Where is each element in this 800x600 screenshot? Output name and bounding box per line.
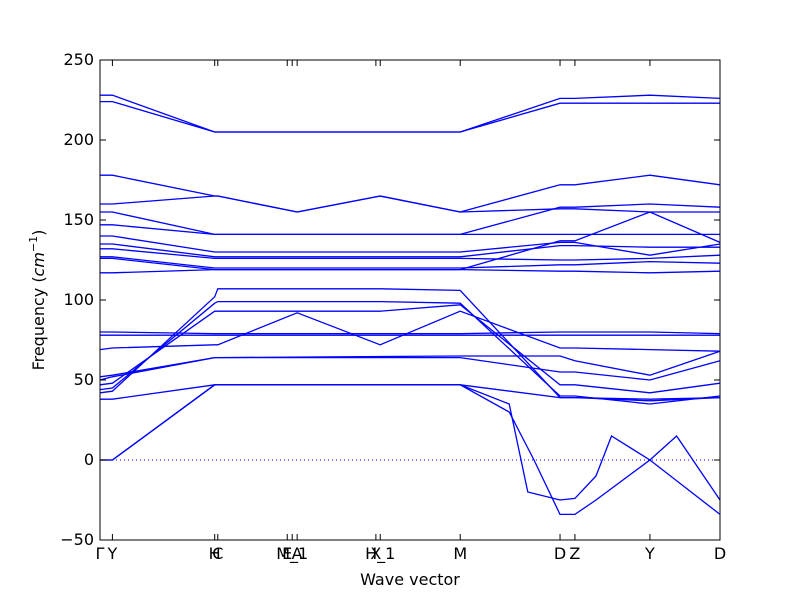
band-line-4	[100, 195, 721, 243]
series-group	[99, 94, 721, 516]
x-tick-label: Z	[569, 544, 580, 563]
x-tick-label: M	[453, 544, 467, 563]
y-tick-label: −50	[60, 530, 94, 549]
y-axis-label-text: Frequency (	[29, 276, 48, 370]
y-axis-label-exp: −1	[27, 236, 40, 252]
x-axis-label: Wave vector	[360, 570, 460, 589]
x-tick-label: H_1	[365, 544, 395, 564]
x-tick-label: A	[292, 544, 303, 563]
band-line-7	[100, 235, 721, 256]
x-tick-label: Y	[644, 544, 655, 563]
y-tick-label: 50	[74, 370, 94, 389]
band-line-18	[99, 304, 721, 394]
y-tick-label: 0	[84, 450, 94, 469]
band-line-2	[100, 100, 720, 133]
y-axis-label-close: )	[29, 230, 48, 236]
y-tick-label: 250	[63, 50, 94, 69]
x-tick-label: X	[370, 544, 381, 563]
band-line-5	[100, 203, 721, 236]
x-tick-label: H	[209, 544, 221, 563]
band-line-6	[100, 224, 720, 236]
band-line-1	[100, 94, 721, 133]
y-tick-label: 200	[63, 130, 94, 149]
band-line-23	[100, 384, 721, 516]
x-tick-label: Y	[107, 544, 118, 563]
band-line-10	[100, 256, 721, 269]
band-line-16	[99, 350, 721, 378]
x-tick-label: E	[282, 544, 292, 563]
x-tick-label: M_1	[276, 544, 308, 564]
band-line-15	[99, 310, 721, 352]
x-ticks-group: Γ Y HC EM_1A XH_1 M D Z Y D	[96, 60, 726, 564]
y-axis-label-unit: cm	[29, 252, 48, 276]
y-tick-label: 150	[63, 210, 94, 229]
x-tick-label: Γ	[96, 544, 105, 563]
band-line-21	[100, 384, 721, 402]
y-axis-label: Frequency (cm−1)	[27, 230, 48, 371]
x-tick-label: D	[554, 544, 566, 563]
band-line-12	[100, 211, 720, 274]
y-tick-label: 100	[63, 290, 94, 309]
band-line-13	[100, 331, 721, 335]
band-line-8	[100, 243, 720, 258]
band-line-9	[100, 248, 721, 261]
y-ticks-group: −50 0 50 100 150 200 250	[60, 50, 720, 549]
x-tick-label: D	[714, 544, 726, 563]
band-line-11	[100, 257, 721, 274]
x-tick-label: C	[212, 544, 223, 563]
